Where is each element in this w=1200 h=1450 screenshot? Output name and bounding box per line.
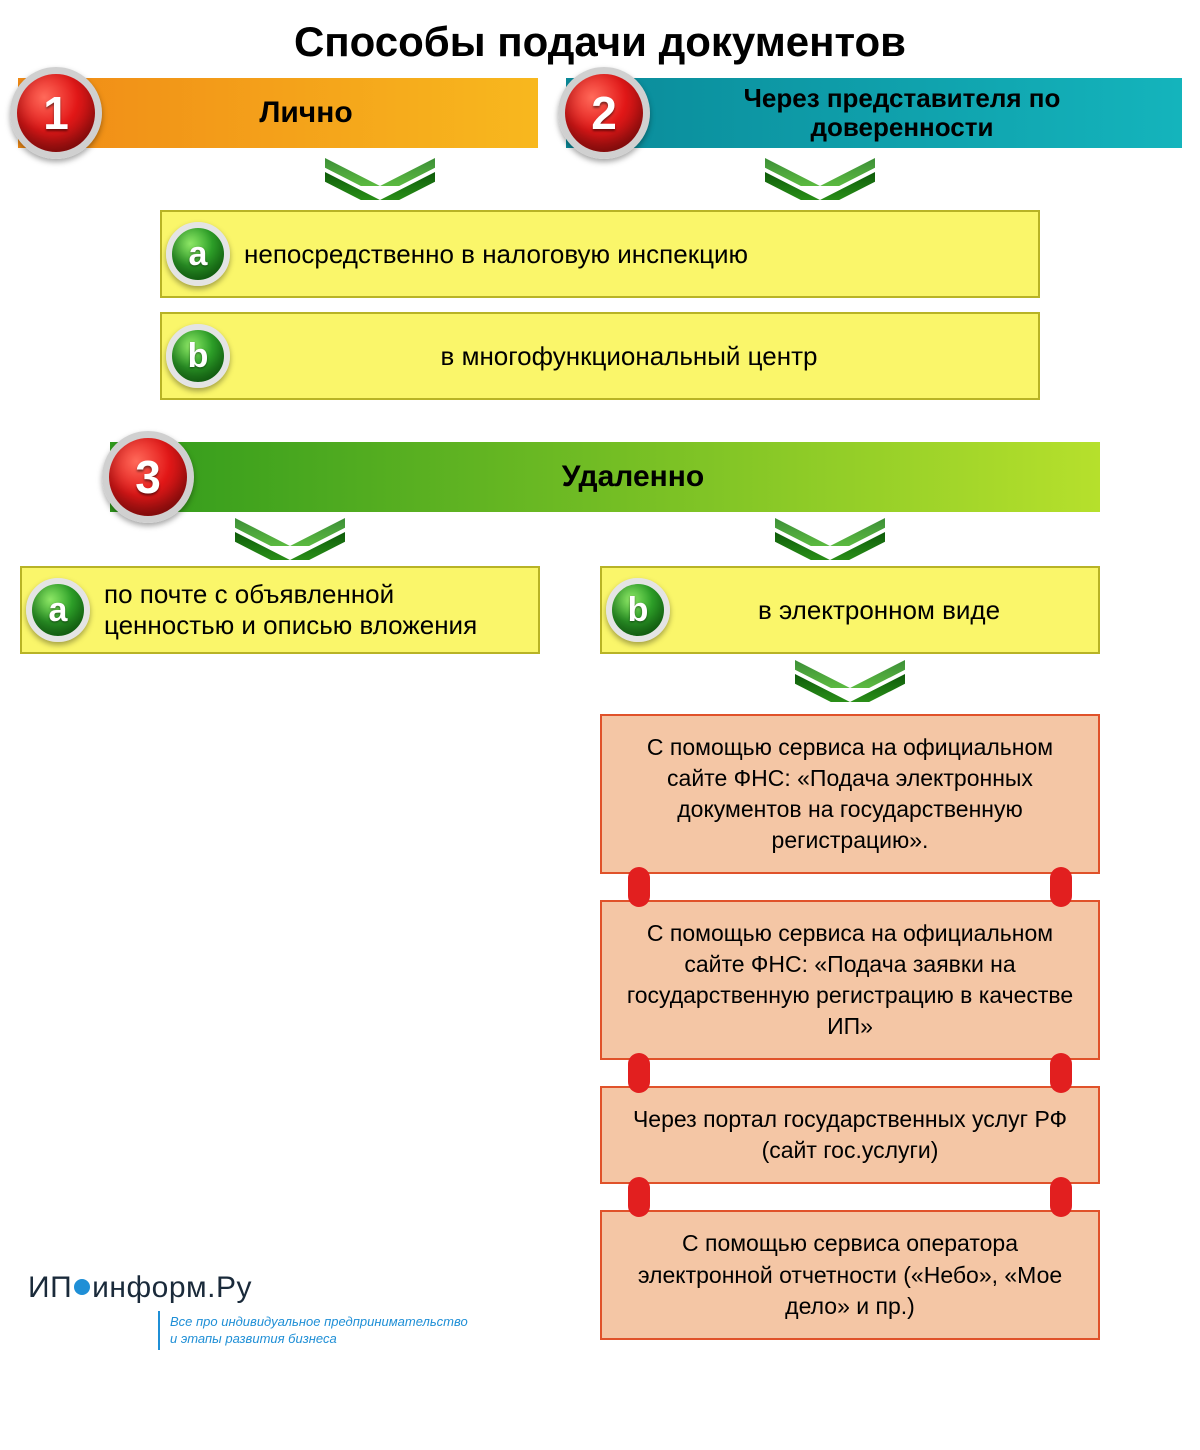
peach-item-3: Через портал государственных услуг РФ (с… (600, 1086, 1100, 1184)
option-a-box: a непосредственно в налоговую инспекцию (160, 210, 1040, 298)
peach-item-1: С помощью сервиса на официальном сайте Ф… (600, 714, 1100, 874)
connector (600, 874, 1100, 900)
badge-3: 3 (102, 431, 194, 523)
peach-item-2: С помощью сервиса на официальном сайте Ф… (600, 900, 1100, 1060)
badge-2: 2 (558, 67, 650, 159)
badge-a: a (166, 222, 230, 286)
header-label-2: Через представителя по доверенности (662, 84, 1182, 141)
page-title: Способы подачи документов (0, 0, 1200, 76)
header-label-1: Лично (114, 96, 538, 130)
connector (600, 1060, 1100, 1086)
chevron-down-icon (775, 518, 885, 566)
header-box-2: 2 Через представителя по доверенности (566, 76, 1182, 148)
option-b-box: b в многофункциональный центр (160, 312, 1040, 400)
footer-logo: ИП информ.Ру Все про индивидуальное предп… (28, 1271, 468, 1350)
logo-subtitle: Все про индивидуальное предпринимательст… (158, 1311, 468, 1350)
option-3a-box: a по почте с объявленной ценностью и опи… (20, 566, 540, 654)
logo-dot-icon (74, 1279, 90, 1295)
chevron-down-icon (325, 158, 435, 206)
section-3: 3 Удаленно a по почте с объявленной ценн… (110, 440, 1100, 1340)
option-a-text: непосредственно в налоговую инспекцию (244, 239, 1014, 270)
peach-item-4: С помощью сервиса оператора электронной … (600, 1210, 1100, 1339)
badge-b: b (166, 324, 230, 388)
header-box-1: 1 Лично (18, 76, 538, 148)
chevron-down-icon (795, 660, 905, 708)
logo-text: ИП информ.Ру (28, 1271, 468, 1305)
logo-sub-line-1: Все про индивидуальное предпринимательст… (170, 1313, 468, 1331)
logo-sub-line-2: и этапы развития бизнеса (170, 1330, 468, 1348)
badge-1: 1 (10, 67, 102, 159)
shared-options-column: a непосредственно в налоговую инспекцию … (160, 152, 1040, 400)
option-3b-text: в электронном виде (684, 595, 1074, 626)
connector (600, 1184, 1100, 1210)
col-3b: b в электронном виде С помощью сервиса н… (600, 566, 1100, 1340)
option-3a-text: по почте с объявленной ценностью и опись… (104, 579, 514, 641)
option-b-text: в многофункциональный центр (244, 341, 1014, 372)
col-3a: a по почте с объявленной ценностью и опи… (20, 566, 540, 1340)
top-headers-row: 1 Лично 2 Через представителя по доверен… (0, 76, 1200, 148)
badge-3b: b (606, 578, 670, 642)
logo-part-b: информ.Ру (92, 1271, 252, 1304)
badge-3a: a (26, 578, 90, 642)
header-box-3: 3 Удаленно (110, 440, 1100, 512)
chevron-down-icon (765, 158, 875, 206)
electronic-methods-list: С помощью сервиса на официальном сайте Ф… (600, 714, 1100, 1340)
header-label-3: Удаленно (206, 460, 1100, 494)
chevron-row-top (160, 152, 1040, 206)
row-ab-3: a по почте с объявленной ценностью и опи… (20, 566, 1100, 1340)
chevron-row-3 (20, 512, 1100, 566)
option-3b-box: b в электронном виде (600, 566, 1100, 654)
chevron-down-icon (235, 518, 345, 566)
logo-part-a: ИП (28, 1271, 72, 1304)
